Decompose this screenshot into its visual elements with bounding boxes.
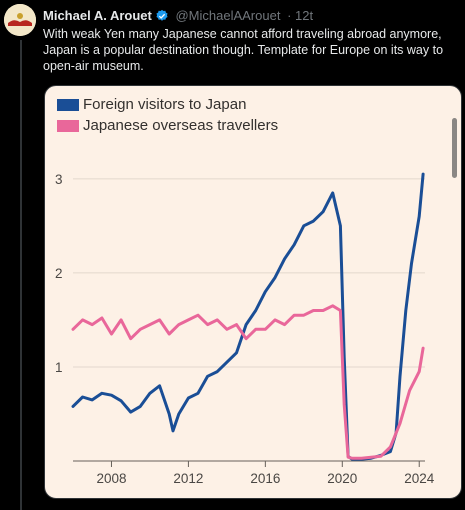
x-tick-label-2008: 2008 — [96, 471, 126, 486]
y-tick-label-2: 2 — [55, 266, 63, 281]
author-handle[interactable]: @MichaelAArouet — [175, 8, 281, 23]
thread-line — [20, 40, 22, 510]
author-name[interactable]: Michael A. Arouet — [43, 8, 152, 23]
tweet-header: Michael A. Arouet @MichaelAArouet · 12t — [43, 8, 313, 27]
chart-card[interactable]: 1 2 3 2008 2012 2016 2020 2024 Foreign visitors… — [44, 85, 462, 499]
avatar[interactable] — [4, 4, 36, 36]
legend-swatch-japanese — [57, 119, 79, 132]
tweet-text: With weak Yen many Japanese cannot affor… — [43, 27, 444, 73]
x-tick-label-2020: 2020 — [327, 471, 357, 486]
chart-legend: Foreign visitors to Japan Japanese overs… — [57, 94, 278, 136]
series-line-foreign-visitors — [71, 172, 425, 461]
x-tick-label-2012: 2012 — [173, 471, 203, 486]
avatar-image — [4, 4, 36, 36]
x-tick-label-2024: 2024 — [404, 471, 435, 486]
legend-label-foreign: Foreign visitors to Japan — [83, 96, 247, 113]
legend-item-foreign: Foreign visitors to Japan — [57, 94, 278, 115]
card-scrollbar[interactable] — [452, 118, 457, 178]
verified-badge-icon — [155, 9, 169, 27]
y-tick-label-3: 3 — [55, 172, 63, 187]
legend-swatch-foreign — [57, 98, 79, 111]
series-line-japanese-travellers — [71, 304, 425, 460]
line-chart: 1 2 3 2008 2012 2016 2020 2024 — [55, 172, 435, 486]
y-tick-label-1: 1 — [55, 360, 63, 375]
legend-item-japanese: Japanese overseas travellers — [57, 115, 278, 136]
tweet-time[interactable]: 12t — [295, 8, 314, 23]
x-tick-label-2016: 2016 — [250, 471, 280, 486]
legend-label-japanese: Japanese overseas travellers — [83, 117, 279, 134]
separator-dot: · — [287, 8, 292, 23]
